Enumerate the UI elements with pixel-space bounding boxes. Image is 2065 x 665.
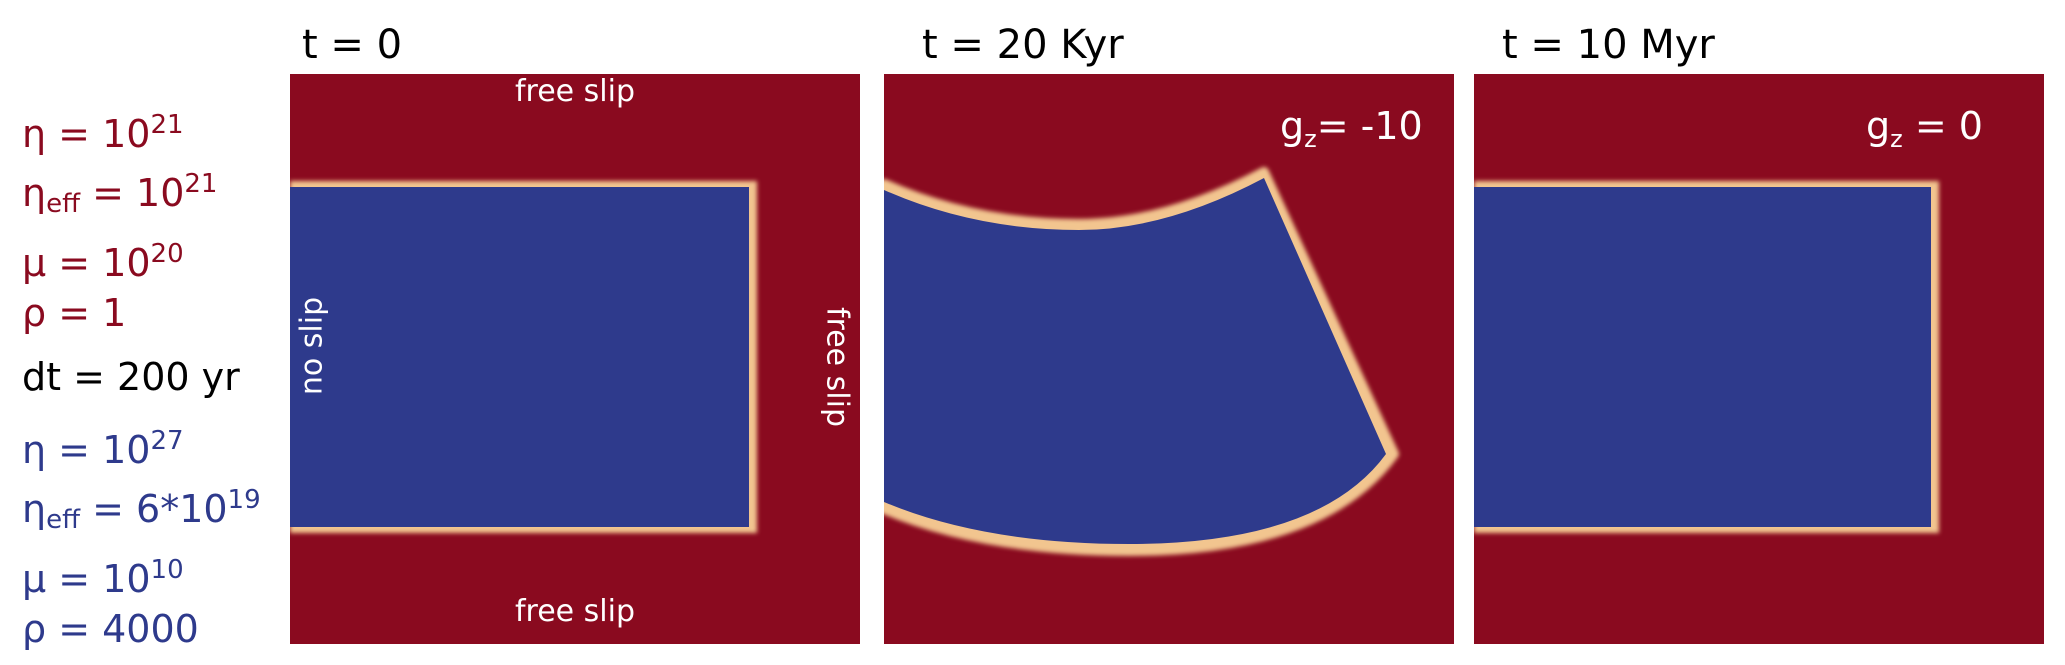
timestep: dt = 200 yr: [22, 355, 240, 399]
panel-1-field: [290, 74, 860, 644]
panel-3-field: [1474, 74, 2044, 644]
panel-deformed-state: gz= -10: [884, 74, 1454, 644]
gravity-label-panel-3: gz = 0: [1866, 104, 1983, 153]
bc-top-label: free slip: [514, 74, 636, 109]
weak-eta: η = 1021: [22, 110, 184, 156]
strong-block: [1474, 187, 1931, 527]
panel-3-title: t = 10 Myr: [1502, 22, 1715, 68]
weak-eta-eff: ηeff = 1021: [22, 169, 218, 219]
strong-eta-eff: ηeff = 6*1019: [22, 485, 261, 535]
strong-eta: η = 1027: [22, 426, 184, 472]
panel-2-field: [884, 74, 1454, 644]
panel-initial-state: free slip free slip no slip free slip: [290, 74, 860, 644]
panel-relaxed-state: gz = 0: [1474, 74, 2044, 644]
weak-mu: μ = 1020: [22, 239, 184, 285]
bc-right-label: free slip: [819, 306, 855, 428]
strong-rho: ρ = 4000: [22, 607, 199, 651]
material-legend: η = 1021 ηeff = 1021 μ = 1020 ρ = 1 dt =…: [22, 100, 292, 654]
bc-bottom-label: free slip: [514, 594, 636, 629]
bc-left-label: no slip: [294, 296, 330, 396]
gravity-label-panel-2: gz= -10: [1280, 104, 1423, 153]
panel-2-title: t = 20 Kyr: [922, 22, 1124, 68]
panel-1-title: t = 0: [302, 22, 403, 68]
strong-block-deformed: [884, 178, 1386, 544]
strong-block: [290, 187, 749, 527]
strong-mu: μ = 1010: [22, 555, 184, 601]
weak-rho: ρ = 1: [22, 291, 127, 335]
